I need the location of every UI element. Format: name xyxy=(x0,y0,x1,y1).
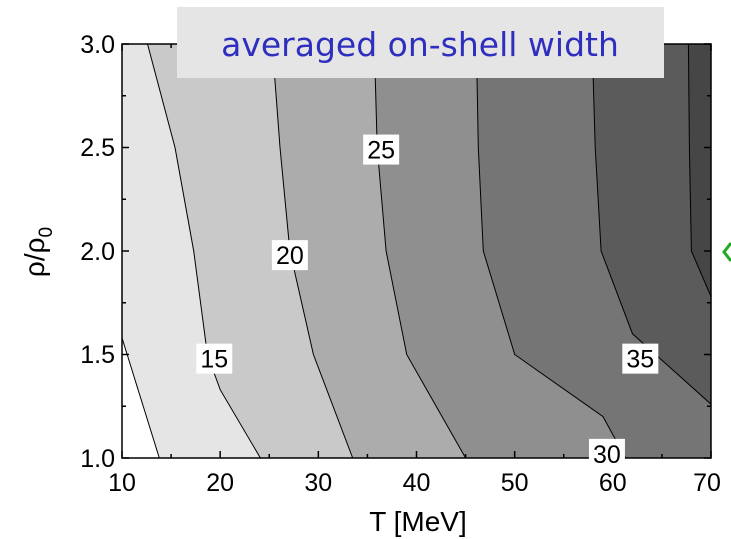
x-tick-label: 60 xyxy=(599,469,627,497)
x-tick-label: 20 xyxy=(206,469,234,497)
y-tick-label: 2.5 xyxy=(80,134,115,162)
contour-label-background xyxy=(271,240,308,271)
y-axis-label: ρ/ρ0 xyxy=(19,227,57,277)
chart-title: averaged on-shell width xyxy=(221,25,619,64)
contour-line xyxy=(373,44,467,458)
x-tick-label: 10 xyxy=(108,469,136,497)
contour-label: 25 xyxy=(363,134,400,165)
contour-label: 35 xyxy=(622,343,659,374)
contour-line xyxy=(475,44,627,458)
contour-label: 20 xyxy=(271,240,308,271)
contour-region xyxy=(374,44,626,458)
x-tick-label: 70 xyxy=(693,469,721,497)
contour-fill-regions xyxy=(122,44,711,458)
contour-line xyxy=(122,337,160,458)
contour-region xyxy=(592,44,711,405)
contour-region xyxy=(147,44,353,458)
title-background xyxy=(177,7,664,78)
contour-region xyxy=(272,44,466,458)
x-axis-label: T [MeV] xyxy=(369,506,467,537)
contour-label-background xyxy=(196,343,233,374)
contour-label-text: 20 xyxy=(276,242,304,270)
y-axis-label-subscript: 0 xyxy=(36,227,57,238)
contour-label: 30 xyxy=(588,438,625,469)
x-tick-label: 50 xyxy=(501,469,529,497)
contour-region xyxy=(122,44,261,458)
contour-label-text: 15 xyxy=(200,346,228,374)
y-tick-label: 1.5 xyxy=(80,341,115,369)
y-tick-label: 1.0 xyxy=(80,445,115,473)
y-tick-label: 3.0 xyxy=(80,31,115,59)
svg-text:ρ/ρ0: ρ/ρ0 xyxy=(19,227,57,277)
y-axis-tick-labels: 1.0 1.5 2.0 2.5 3.0 xyxy=(80,31,115,473)
contour-labels: 15 20 25 30 35 xyxy=(196,134,659,469)
y-axis-label-main: ρ/ρ xyxy=(19,237,50,277)
contour-line xyxy=(591,44,711,405)
x-tick-label: 40 xyxy=(403,469,431,497)
contour-label: 15 xyxy=(196,343,233,374)
contour-label-background xyxy=(363,134,400,165)
contour-label-background xyxy=(622,343,659,374)
contour-region xyxy=(688,44,711,297)
edge-marker xyxy=(722,242,731,262)
x-axis-tick-labels: 10 20 30 40 50 60 70 xyxy=(108,469,721,497)
contour-label-text: 35 xyxy=(626,346,654,374)
contour-line xyxy=(687,44,711,297)
y-tick-label: 2.0 xyxy=(80,238,115,266)
contour-label-text: 30 xyxy=(593,441,621,469)
contour-line xyxy=(147,44,261,458)
contour-label-text: 25 xyxy=(367,137,395,165)
title-box: averaged on-shell width xyxy=(177,7,664,78)
contour-label-background xyxy=(588,438,625,469)
x-tick-label: 30 xyxy=(304,469,332,497)
